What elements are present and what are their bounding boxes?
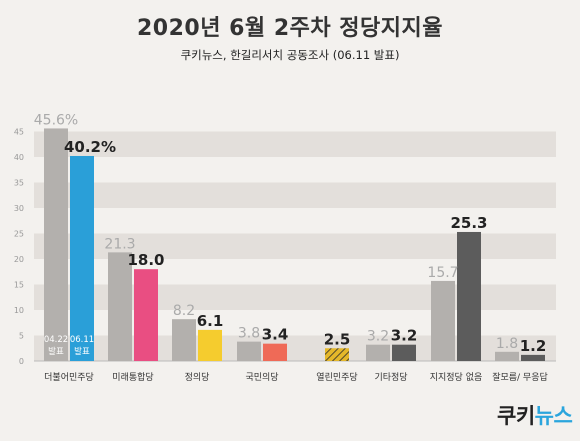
bar-0611 <box>70 155 94 361</box>
data-label-0611: 3.4 <box>262 326 289 344</box>
brand-logo: 쿠키뉴스 <box>497 400 573 430</box>
x-category-label: 잘모름/ 무응답 <box>492 371 548 383</box>
bar-0422 <box>495 351 519 361</box>
chart-title: 2020년 6월 2주차 정당지지율 <box>137 16 443 41</box>
grid-band <box>34 182 556 208</box>
bars <box>44 128 545 361</box>
y-tick-label: 25 <box>14 230 24 239</box>
y-tick-label: 30 <box>14 204 24 213</box>
y-tick-label: 5 <box>19 332 24 341</box>
x-category-label: 열린민주당 <box>316 372 357 383</box>
bar-0611 <box>198 329 222 361</box>
bar-0611 <box>392 344 416 361</box>
brand-logo-part2: 뉴스 <box>534 404 573 428</box>
x-axis: 더불어민주당 미래통합당 정의당 국민의당 열린민주당 기타정당 지지정당 없음 잘모름/ 무… <box>44 371 548 383</box>
data-label-0611: 25.3 <box>450 214 487 232</box>
bar-0611 <box>325 348 349 361</box>
bar-0422 <box>431 280 455 361</box>
y-tick-label: 45 <box>14 128 24 137</box>
data-label-0611: 40.2% <box>64 138 116 156</box>
y-tick-label: 20 <box>14 255 24 264</box>
brand-logo-part1: 쿠키 <box>497 404 535 428</box>
bar-period-label: 발표 <box>74 346 90 357</box>
y-tick-label: 10 <box>14 306 24 315</box>
bar-0611 <box>134 269 158 361</box>
bar-0422 <box>44 128 68 361</box>
x-category-label: 국민의당 <box>245 372 278 383</box>
y-tick-label: 0 <box>19 357 24 366</box>
y-tick-label: 15 <box>14 281 24 290</box>
x-category-label: 정의당 <box>185 372 210 383</box>
x-category-label: 더불어민주당 <box>44 372 94 383</box>
bar-0422 <box>366 344 390 361</box>
data-label-0611: 2.5 <box>324 330 351 348</box>
grid-band <box>34 131 556 157</box>
chart-subtitle: 쿠키뉴스, 한길리서치 공동조사 (06.11 발표) <box>180 48 400 62</box>
x-category-label: 지지정당 없음 <box>430 372 483 383</box>
data-label-0422: 45.6% <box>34 112 78 128</box>
bar-0611 <box>457 231 481 361</box>
bar-0422 <box>172 319 196 361</box>
data-label-0611: 6.1 <box>197 312 224 330</box>
bar-0611 <box>521 354 545 361</box>
y-tick-label: 40 <box>14 153 24 162</box>
data-label-0422: 8.2 <box>173 303 195 319</box>
data-label-0422: 3.2 <box>367 329 389 345</box>
data-label-0611: 1.2 <box>520 337 547 355</box>
x-category-label: 미래통합당 <box>112 372 153 383</box>
data-label-0611: 3.2 <box>391 327 418 345</box>
bar-0611 <box>263 343 287 361</box>
bar-period-label: 발표 <box>48 346 64 357</box>
data-label-0422: 1.8 <box>496 336 518 352</box>
bar-period-label: 06.11 <box>70 335 94 345</box>
bar-period-label: 04.22 <box>44 335 68 345</box>
data-label-0422: 15.7 <box>427 265 458 281</box>
x-category-label: 기타정당 <box>374 372 407 383</box>
y-tick-label: 35 <box>14 179 24 188</box>
data-labels: 45.6% 40.2% 21.318.0 8.26.1 3.8 3.4 2.5 3.2 3.2 1… <box>34 112 547 357</box>
data-label-0422: 3.8 <box>238 326 260 342</box>
data-label-0611: 18.0 <box>127 251 164 269</box>
bar-0422 <box>237 341 261 361</box>
data-label-0422: 21.3 <box>104 236 135 252</box>
bar-0422 <box>108 252 132 361</box>
